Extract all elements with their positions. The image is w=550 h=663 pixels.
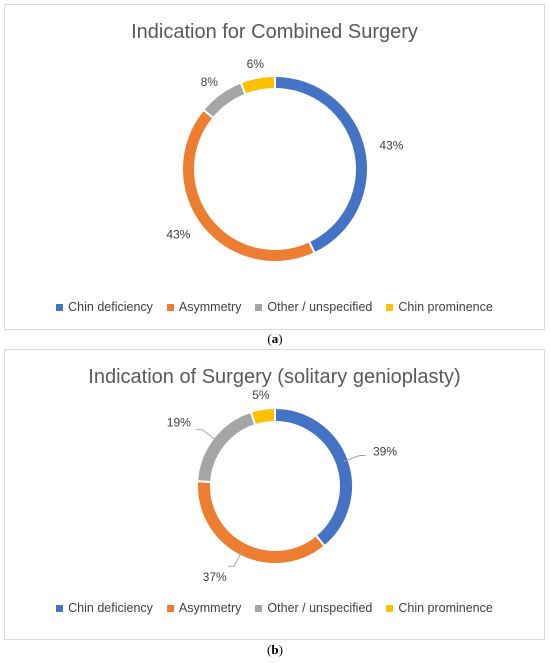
chart-panel-a: Indication for Combined Surgery 43% 43% 8%… <box>4 4 545 330</box>
data-label-chin-prominence: 5% <box>252 388 270 402</box>
chart-panel-b: Indication of Surgery (solitary geniopla… <box>4 349 545 640</box>
donut-slice-asymmetry <box>181 108 316 263</box>
legend-label: Asymmetry <box>178 601 242 615</box>
data-label-asymmetry: 37% <box>203 570 227 584</box>
donut-slice-chin-prominence <box>249 406 276 427</box>
donut-slice-other-unspecified <box>196 410 257 484</box>
legend-item-asymmetry: Asymmetry <box>166 601 242 615</box>
legend: Chin deficiency Asymmetry Other / unspec… <box>5 601 544 615</box>
legend-item-chin-prominence: Chin prominence <box>386 601 493 615</box>
legend-label: Chin prominence <box>398 601 493 615</box>
legend-label: Chin prominence <box>398 300 493 314</box>
legend-label: Chin deficiency <box>68 601 153 615</box>
donut-chart-b: 39% 37% 19% 5% <box>167 388 398 584</box>
legend-swatch <box>255 604 263 612</box>
donut-slice-chin-deficiency <box>274 74 369 255</box>
data-label-chin-deficiency: 39% <box>373 444 397 458</box>
caption-letter: b <box>271 642 279 657</box>
donut-slice-chin-prominence <box>239 74 276 96</box>
legend-item-other: Other / unspecified <box>255 300 372 314</box>
chart-title: Indication for Combined Surgery <box>131 21 418 43</box>
data-label-other-unspecified: 19% <box>167 415 191 429</box>
legend-item-chin-prominence: Chin prominence <box>386 300 493 314</box>
legend-item-chin-deficiency: Chin deficiency <box>56 601 153 615</box>
donut-chart-a: 43% 43% 8% 6% <box>166 57 404 263</box>
figure-caption-b: (b) <box>267 642 283 657</box>
legend-label: Other / unspecified <box>267 300 373 314</box>
legend-label: Asymmetry <box>178 300 242 314</box>
leader-line-chin-deficiency <box>343 455 366 462</box>
data-label-other-unspecified: 8% <box>201 75 219 89</box>
legend-item-chin-deficiency: Chin deficiency <box>56 300 153 314</box>
figure-caption-a: (a) <box>267 331 283 346</box>
legend-swatch <box>56 604 64 612</box>
donut-slice-asymmetry <box>196 480 327 565</box>
legend-swatch <box>386 604 394 612</box>
legend-label: Other / unspecified <box>267 601 373 615</box>
donut-slice-chin-deficiency <box>274 406 354 548</box>
legend-swatch <box>255 303 263 311</box>
legend-swatch <box>166 303 174 311</box>
legend-label: Chin deficiency <box>68 300 153 314</box>
data-label-chin-deficiency: 43% <box>379 139 403 153</box>
leader-line-asymmetry <box>228 550 243 567</box>
legend: Chin deficiency Asymmetry Other / unspec… <box>5 300 544 314</box>
legend-swatch <box>166 604 174 612</box>
legend-swatch <box>386 303 394 311</box>
legend-item-asymmetry: Asymmetry <box>166 300 242 314</box>
caption-letter: a <box>271 331 279 346</box>
data-label-asymmetry: 43% <box>166 228 190 242</box>
legend-swatch <box>56 303 64 311</box>
legend-item-other: Other / unspecified <box>255 601 372 615</box>
leader-line-other-unspecified <box>196 429 218 442</box>
data-label-chin-prominence: 6% <box>247 57 265 71</box>
chart-title: Indication of Surgery (solitary geniopla… <box>88 366 461 388</box>
